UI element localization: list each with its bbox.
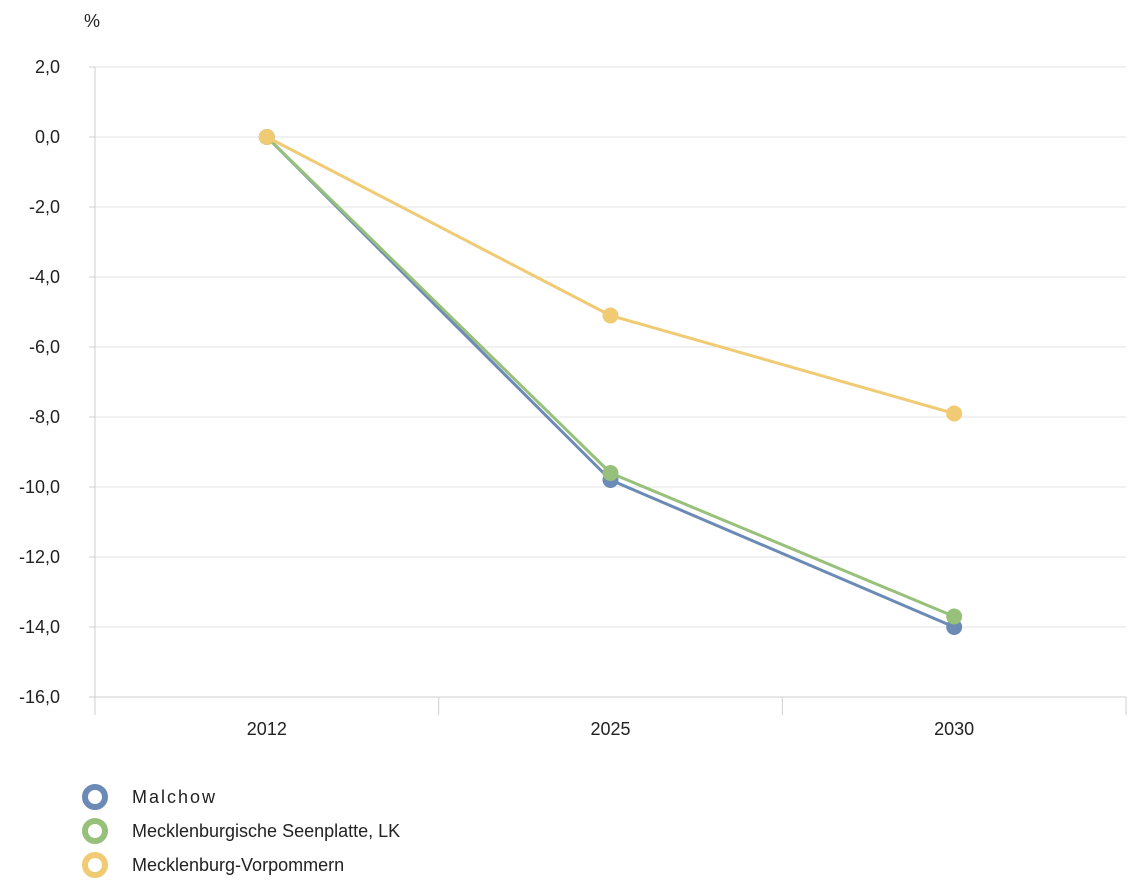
y-tick-label: -12,0 <box>19 547 60 567</box>
x-tick-label: 2025 <box>590 719 630 739</box>
y-tick-label: -2,0 <box>29 197 60 217</box>
y-tick-label: -4,0 <box>29 267 60 287</box>
grid-lines <box>95 66 1126 628</box>
series-2 <box>258 129 963 422</box>
legend-label-mv: Mecklenburg-Vorpommern <box>132 854 345 875</box>
legend-marker-malchow <box>82 784 108 810</box>
x-axis-tick-labels: 2012 2025 2030 <box>247 719 974 739</box>
y-tick-label: 2,0 <box>35 57 60 77</box>
y-tick-label: -10,0 <box>19 477 60 497</box>
y-tick-label: -6,0 <box>29 337 60 357</box>
y-tick-label: 0,0 <box>35 127 60 147</box>
data-point <box>602 465 619 481</box>
series-line <box>266 135 955 415</box>
axes <box>89 66 1127 715</box>
legend-item-seenplatte[interactable]: Mecklenburgische Seenplatte, LK <box>82 814 400 848</box>
series-line <box>265 135 955 629</box>
data-point <box>946 608 963 625</box>
x-tick-label: 2012 <box>247 719 287 739</box>
legend-label-malchow: Malchow <box>132 786 218 807</box>
y-tick-label: -14,0 <box>19 617 60 637</box>
legend-item-malchow[interactable]: Malchow <box>82 780 400 814</box>
data-point <box>602 307 619 324</box>
legend-marker-mv <box>82 852 108 878</box>
y-tick-label: -8,0 <box>29 407 60 427</box>
y-axis-unit-label: % <box>84 11 100 31</box>
data-point <box>946 405 963 422</box>
series-line <box>265 135 955 618</box>
line-chart: % 2,0 0,0 -2,0 -4,0 -6,0 -8,0 -10,0 -12,0 -14,0 -… <box>19 11 1127 739</box>
x-tick-label: 2030 <box>934 719 974 739</box>
y-axis-tick-labels: 2,0 0,0 -2,0 -4,0 -6,0 -8,0 -10,0 -12,0 -14,0 -16… <box>19 57 60 707</box>
legend-item-mv[interactable]: Mecklenburg-Vorpommern <box>82 848 400 882</box>
series-1 <box>258 129 963 625</box>
legend-label-seenplatte: Mecklenburgische Seenplatte, LK <box>132 820 401 841</box>
data-point <box>258 129 275 145</box>
legend-marker-seenplatte <box>82 818 108 844</box>
series-lines <box>258 129 963 635</box>
series-0 <box>258 129 963 635</box>
y-tick-label: -16,0 <box>19 687 60 707</box>
legend: Malchow Mecklenburgische Seenplatte, LK … <box>82 780 400 882</box>
